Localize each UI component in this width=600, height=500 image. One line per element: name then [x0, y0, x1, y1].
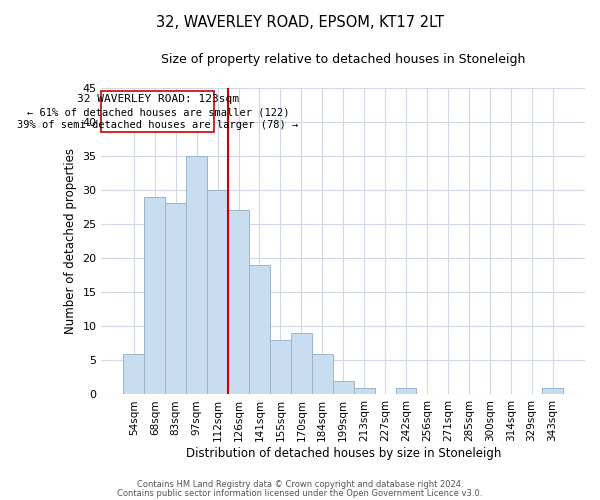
Text: 39% of semi-detached houses are larger (78) →: 39% of semi-detached houses are larger (… — [17, 120, 298, 130]
Bar — [207, 190, 228, 394]
X-axis label: Distribution of detached houses by size in Stoneleigh: Distribution of detached houses by size … — [185, 447, 501, 460]
Bar — [145, 196, 165, 394]
Bar — [270, 340, 291, 394]
Text: Contains HM Land Registry data © Crown copyright and database right 2024.: Contains HM Land Registry data © Crown c… — [137, 480, 463, 489]
Bar — [312, 354, 333, 395]
Bar — [333, 381, 353, 394]
Text: Contains public sector information licensed under the Open Government Licence v3: Contains public sector information licen… — [118, 488, 482, 498]
Title: Size of property relative to detached houses in Stoneleigh: Size of property relative to detached ho… — [161, 52, 526, 66]
Bar — [228, 210, 249, 394]
Bar — [353, 388, 374, 394]
Bar — [542, 388, 563, 394]
Text: 32 WAVERLEY ROAD: 123sqm: 32 WAVERLEY ROAD: 123sqm — [77, 94, 239, 104]
Text: 32, WAVERLEY ROAD, EPSOM, KT17 2LT: 32, WAVERLEY ROAD, EPSOM, KT17 2LT — [156, 15, 444, 30]
Bar — [165, 204, 186, 394]
Y-axis label: Number of detached properties: Number of detached properties — [64, 148, 77, 334]
FancyBboxPatch shape — [101, 90, 214, 132]
Bar — [291, 333, 312, 394]
Bar — [395, 388, 416, 394]
Text: ← 61% of detached houses are smaller (122): ← 61% of detached houses are smaller (12… — [26, 108, 289, 118]
Bar — [186, 156, 207, 394]
Bar — [249, 265, 270, 394]
Bar — [124, 354, 145, 395]
